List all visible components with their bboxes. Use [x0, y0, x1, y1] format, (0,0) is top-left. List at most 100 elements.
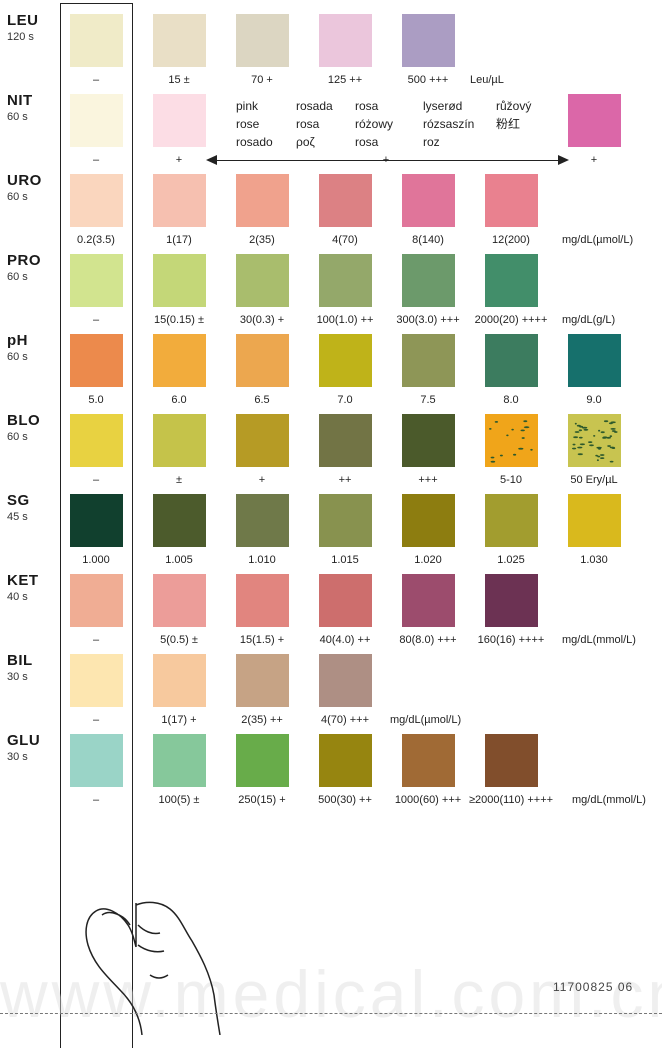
color-swatch-sg-5 — [485, 494, 538, 547]
speckle-dot — [588, 441, 593, 443]
color-swatch-blo-0 — [70, 414, 123, 467]
swatch-caption: 8(140) — [412, 234, 444, 246]
color-swatch-pro-5 — [485, 254, 538, 307]
speckle-dot — [521, 437, 525, 439]
row-name-nit: NIT — [7, 92, 33, 109]
swatch-caption: 2(35) ++ — [241, 714, 283, 726]
color-swatch-ket-2 — [236, 574, 289, 627]
color-swatch-pro-4 — [402, 254, 455, 307]
swatch-caption: 1.010 — [248, 554, 276, 566]
swatch-caption: – — [92, 74, 100, 86]
unit-label-glu: mg/dL(mmol/L) — [572, 794, 646, 806]
color-swatch-glu-5 — [485, 734, 538, 787]
speckle-dot — [609, 435, 613, 438]
color-swatch-glu-2 — [236, 734, 289, 787]
color-swatch-bil-0 — [70, 654, 123, 707]
color-swatch-glu-4 — [402, 734, 455, 787]
color-swatch-uro-2 — [236, 174, 289, 227]
color-swatch-sg-2 — [236, 494, 289, 547]
speckle-dot — [600, 431, 605, 434]
speckle-dot — [513, 453, 517, 456]
swatch-caption: 1.005 — [165, 554, 193, 566]
nit-lang-col-4: lyserød rózsaszín roz — [423, 99, 475, 149]
swatch-caption: 12(200) — [492, 234, 530, 246]
color-swatch-ph-2 — [236, 334, 289, 387]
speckle-dot — [499, 454, 503, 457]
speckle-dot — [595, 454, 598, 457]
speckle-dot — [490, 456, 495, 459]
color-swatch-ph-0 — [70, 334, 123, 387]
color-swatch-ket-4 — [402, 574, 455, 627]
speckle-dot — [494, 421, 499, 423]
color-swatch-leu-0 — [70, 14, 123, 67]
swatch-caption: 15 ± — [168, 74, 190, 86]
color-swatch-leu-1 — [153, 14, 206, 67]
swatch-caption: 9.0 — [586, 394, 602, 406]
swatch-caption: 70 + — [251, 74, 273, 86]
speckle-dot — [518, 447, 524, 450]
speckle-dot — [576, 424, 581, 427]
speckle-dot — [523, 426, 530, 429]
row-time-glu: 30 s — [7, 751, 28, 763]
swatch-caption: 1.025 — [497, 554, 525, 566]
speckle-dot — [490, 460, 496, 463]
nit-lang-col-3: rosa różowy rosa — [355, 99, 394, 149]
color-swatch-leu-3 — [319, 14, 372, 67]
speckle-dot — [606, 436, 612, 439]
unit-label-pro: mg/dL(g/L) — [562, 314, 616, 326]
arrow-left-icon — [206, 155, 217, 165]
watermark: www.medical.com.cn — [0, 957, 662, 1031]
swatch-caption: – — [92, 634, 100, 646]
speckle-dot — [523, 420, 528, 423]
color-swatch-blo-3 — [319, 414, 372, 467]
color-swatch-glu-0 — [70, 734, 123, 787]
swatch-caption: ± — [175, 474, 183, 486]
speckle-dot — [609, 460, 614, 463]
row-name-pro: PRO — [7, 252, 42, 269]
row-name-uro: URO — [7, 172, 42, 189]
color-swatch-ket-0 — [70, 574, 123, 627]
swatch-caption: 8.0 — [503, 394, 519, 406]
swatch-caption: 300(3.0) +++ — [396, 314, 460, 326]
speckle-dot — [577, 446, 583, 449]
speckle-dot — [578, 429, 583, 432]
swatch-caption: 250(15) + — [238, 794, 286, 806]
swatch-caption: ++ — [338, 474, 352, 486]
speckle-dot — [593, 435, 596, 437]
color-swatch-blo-5 — [485, 414, 538, 467]
swatch-caption: 15(1.5) + — [239, 634, 285, 646]
color-swatch-uro-0 — [70, 174, 123, 227]
swatch-caption: 500 +++ — [407, 74, 449, 86]
unit-label-leu: Leu/µL — [470, 74, 504, 86]
nit-lang-col-2: rosada rosa ροζ — [296, 99, 333, 149]
swatch-caption: 7.5 — [420, 394, 436, 406]
swatch-caption: 125 ++ — [327, 74, 363, 86]
color-swatch-sg-6 — [568, 494, 621, 547]
row-time-bil: 30 s — [7, 671, 28, 683]
speckle-dot — [572, 443, 576, 446]
color-swatch-bil-2 — [236, 654, 289, 707]
speckle-dot — [511, 428, 514, 431]
speckle-dot — [574, 422, 577, 425]
swatch-caption: 40(4.0) ++ — [319, 634, 371, 646]
color-swatch-glu-3 — [319, 734, 372, 787]
color-swatch-leu-4 — [402, 14, 455, 67]
speckle-dot — [600, 457, 605, 459]
color-swatch-uro-5 — [485, 174, 538, 227]
color-swatch-ket-5 — [485, 574, 538, 627]
nit-lang-col-5: růžový 粉红 — [496, 99, 532, 131]
swatch-caption: 4(70) — [332, 234, 358, 246]
blood-speckle-pattern — [572, 420, 618, 463]
swatch-caption: – — [92, 714, 100, 726]
color-swatch-bil-1 — [153, 654, 206, 707]
row-time-uro: 60 s — [7, 191, 28, 203]
row-time-sg: 45 s — [7, 511, 28, 523]
row-name-blo: BLO — [7, 412, 41, 429]
swatch-caption: – — [92, 314, 100, 326]
swatch-caption: + — [258, 474, 266, 486]
row-time-leu: 120 s — [7, 31, 34, 43]
swatch-caption: 1000(60) +++ — [394, 794, 462, 806]
swatch-caption: 15(0.15) ± — [153, 314, 205, 326]
swatch-caption: 2(35) — [249, 234, 275, 246]
arrow-right-icon — [558, 155, 569, 165]
